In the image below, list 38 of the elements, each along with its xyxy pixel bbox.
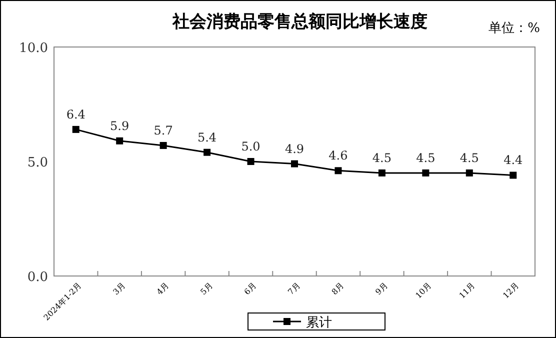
point <box>204 148 211 156</box>
legend-label: 累计 <box>306 316 332 330</box>
point <box>510 172 517 179</box>
x-tick-label: 3月 <box>111 281 128 297</box>
x-tick-label: 6月 <box>242 281 258 297</box>
y-tick-label: 5.0 <box>27 156 48 170</box>
x-tick-label: 5月 <box>198 281 214 297</box>
point <box>247 158 254 165</box>
data-label: 4.9 <box>284 142 304 156</box>
x-tick-label: 11月 <box>458 281 477 300</box>
point <box>378 169 386 176</box>
chart-title: 社会消费品零售总额同比增长速度 <box>172 12 428 32</box>
text: 单位：% <box>488 21 540 36</box>
data-label: 4.5 <box>416 150 436 165</box>
point <box>466 169 473 176</box>
x-tick-label: 4月 <box>155 281 171 297</box>
data-label: 4.5 <box>372 150 392 165</box>
data-label: 4.5 <box>460 150 479 165</box>
data-label: 4.6 <box>328 148 348 163</box>
x-tick-label: 7月 <box>286 281 302 297</box>
point <box>422 169 430 176</box>
x-tick-label: 8月 <box>330 281 346 297</box>
point <box>291 160 298 168</box>
data-label: 5.9 <box>110 118 130 133</box>
x-tick-label: 12月 <box>501 281 521 300</box>
data-label: 5.0 <box>241 140 260 154</box>
data-label: 6.4 <box>66 107 86 122</box>
x-tick-label: 10月 <box>414 281 434 300</box>
data-label: 5.4 <box>198 130 217 144</box>
point <box>72 126 80 133</box>
point <box>160 142 167 149</box>
x-tick-label: 9月 <box>374 281 390 297</box>
y-tick-label: 0.0 <box>27 270 48 285</box>
y-tick-label: 10.0 <box>19 41 48 56</box>
point <box>116 137 124 144</box>
point <box>334 167 342 174</box>
data-label: 5.7 <box>154 123 173 138</box>
data-label: 4.4 <box>504 153 524 168</box>
